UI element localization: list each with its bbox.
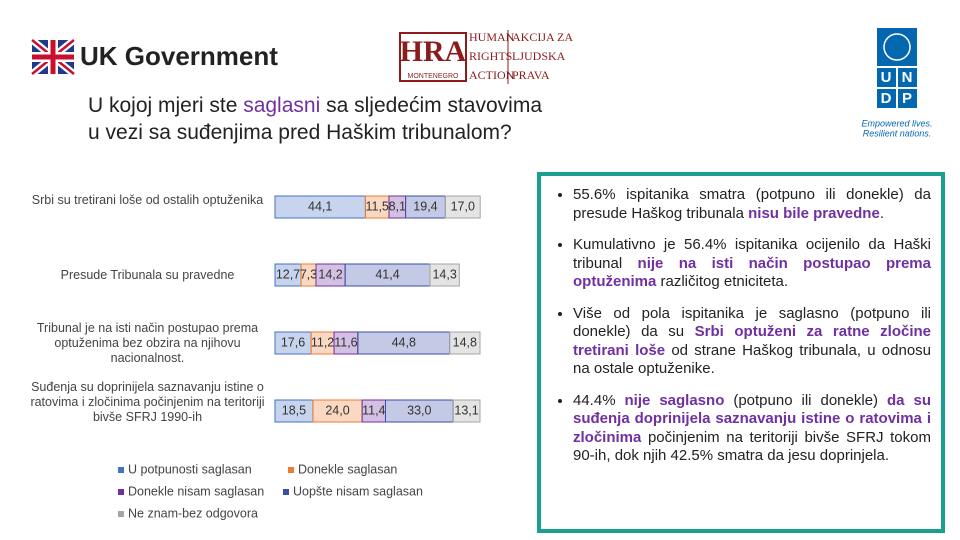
hra-en: HUMAN: [469, 30, 515, 44]
undp-letter: U: [881, 69, 892, 86]
bullet: 44.4% nije saglasno (potpuno ili donekle…: [573, 392, 931, 466]
bar-segment: [449, 331, 481, 355]
value-label: 24,0: [325, 403, 349, 417]
value-label: 14,2: [318, 267, 342, 281]
value-label: 33,0: [407, 403, 431, 417]
bar-segment: [429, 263, 460, 287]
hra-country: MONTENEGRO: [408, 73, 460, 80]
hra-local: AKCIJA ZA: [512, 30, 573, 44]
value-label: 11,5: [365, 199, 388, 213]
undp-letter: D: [881, 90, 892, 107]
hra-local: LJUDSKA: [512, 49, 566, 63]
bullet: Kumulativno je 56.4% ispitanika ocijenil…: [573, 236, 931, 292]
bar-segment: [452, 399, 481, 423]
hra-local: PRAVA: [512, 68, 550, 82]
bullet-text: .: [879, 204, 884, 222]
category-label: Tribunal je na isti način postupao prema…: [36, 321, 259, 365]
value-label: 17,0: [451, 199, 475, 213]
value-label: 8,1: [389, 199, 406, 213]
title: U kojoj mjeri ste saglasni sa sljedećim …: [88, 92, 542, 146]
value-label: 14,3: [432, 267, 456, 281]
bullet-highlight: da su suđenja doprinijela saznavanju ist…: [573, 391, 931, 446]
bullet-text: 55.6% ispitanika smatra (potpuno ili don…: [573, 186, 931, 222]
bullet-highlight: nije na isti način postupao prema optuže…: [573, 254, 931, 291]
value-label: 17,6: [281, 335, 305, 349]
bullet-text: Kumulativno je 56.4% ispitanika ocijenil…: [573, 236, 931, 272]
value-label: 44,1: [308, 199, 332, 213]
legend-label: Ne znam-bez odgovora: [128, 506, 258, 520]
bullet-text: Više od pola ispitanika je saglasno (pot…: [573, 304, 931, 341]
undp-letter: P: [902, 90, 912, 107]
hra-en: RIGHTS: [469, 49, 512, 63]
value-label: 19,4: [413, 199, 437, 213]
hra-box: [399, 32, 467, 82]
legend-label: Donekle nisam saglasan: [128, 484, 264, 498]
hra-abbr: HRA: [400, 35, 467, 68]
bullet-highlight: nisu bile pravedne: [748, 204, 880, 222]
uk-flag: [29, 37, 77, 77]
legend-swatch: [288, 467, 294, 473]
title-text: u vezi sa suđenjima pred Haškim tribunal…: [88, 121, 512, 144]
value-label: 11,4: [362, 403, 385, 417]
bullet-text: različitog etniciteta.: [656, 273, 789, 290]
value-label: 12,7: [276, 267, 300, 281]
bar-segment: [444, 195, 481, 219]
category-label: Srbi su tretirani loše od ostalih optuže…: [31, 193, 264, 207]
bullet-highlight: nije saglasno: [624, 391, 725, 409]
legend-swatch: [283, 489, 289, 495]
value-label: 44,8: [392, 335, 416, 349]
category-label: Presude Tribunala su pravedne: [60, 268, 235, 282]
undp-letter: N: [902, 69, 913, 86]
undp-tagline: Empowered lives.: [861, 118, 932, 128]
uk-logo: UK Government: [80, 41, 278, 71]
value-label: 13,1: [454, 403, 478, 417]
undp-logo: [877, 28, 917, 108]
legend-swatch: [118, 467, 124, 473]
bullet-text: (potpuno ili donekle): [724, 391, 887, 409]
value-label: 7,3: [300, 267, 317, 281]
title-text: sa sljedećim stavovima: [320, 94, 543, 117]
value-label: 11,2: [311, 335, 334, 349]
bullet: Više od pola ispitanika je saglasno (pot…: [573, 305, 931, 379]
value-label: 11,6: [334, 335, 357, 349]
title-text: U kojoj mjeri ste: [88, 94, 244, 117]
undp-tagline: Resilient nations.: [863, 128, 932, 138]
value-label: 18,5: [282, 403, 306, 417]
bullet-highlight: Srbi optuženi za ratne zločine tretirani…: [573, 323, 931, 359]
bullet: 55.6% ispitanika smatra (potpuno ili don…: [573, 186, 931, 223]
summary-box: 55.6% ispitanika smatra (potpuno ili don…: [537, 172, 945, 533]
legend-label: Uopšte nisam saglasan: [293, 484, 423, 498]
category-label: Suđenja su doprinijela saznavanju istine…: [30, 380, 265, 424]
title-highlight: saglasni: [243, 94, 321, 117]
bullet-text: počinjenim na teritoriji bivše SFRJ toko…: [573, 428, 931, 465]
bullet-text: 44.4%: [573, 391, 625, 409]
legend-label: Donekle saglasan: [298, 462, 397, 476]
legend-swatch: [118, 489, 124, 495]
legend-label: U potpunosti saglasan: [128, 462, 252, 476]
bullet-list: 55.6% ispitanika smatra (potpuno ili don…: [551, 186, 931, 466]
value-label: 14,8: [453, 335, 477, 349]
legend-swatch: [118, 511, 124, 517]
hra-en: ACTION: [469, 68, 515, 82]
bullet-text: od strane Haškog tribunala, u odnosu na …: [573, 341, 932, 378]
value-label: 41,4: [375, 267, 399, 281]
